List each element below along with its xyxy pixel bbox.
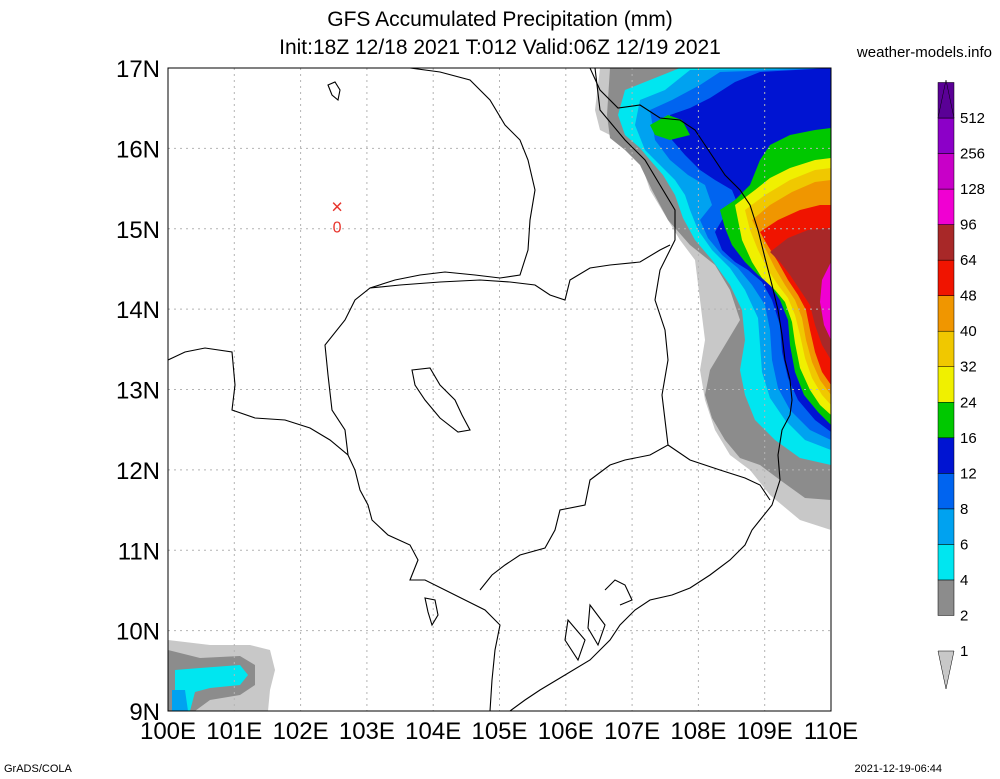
lon-tick-label: 106E: [538, 718, 594, 745]
location-marker-icon: ×: [331, 197, 343, 219]
legend-level-label: 6: [960, 536, 968, 553]
legend-arrow-high: [937, 79, 955, 119]
lon-axis: 100E 101E 102E 103E 104E 105E 106E 107E 108E 109E…: [140, 718, 858, 745]
legend-swatch: [937, 544, 955, 581]
legend-level-label: 1: [960, 643, 968, 660]
lon-tick-label: 100E: [140, 718, 196, 745]
lat-tick-label: 17N: [116, 56, 160, 83]
precip-16mm: [650, 115, 690, 140]
site-label: weather-models.info: [856, 44, 992, 61]
coast-west: [168, 347, 501, 711]
map-subtitle: Init:18Z 12/18 2021 T:012 Valid:06Z 12/1…: [279, 36, 721, 59]
legend-swatch: [937, 259, 955, 296]
legend-swatch: [937, 437, 955, 474]
legend-level-label: 8: [960, 501, 968, 518]
legend-level-label: 96: [960, 217, 977, 234]
lon-tick-label: 110E: [804, 718, 858, 745]
map-title: GFS Accumulated Precipitation (mm): [327, 8, 673, 31]
legend-level-label: 48: [960, 288, 977, 305]
lon-tick-label: 102E: [273, 718, 329, 745]
mekong-delta: [564, 603, 606, 662]
legend-swatch: [937, 188, 955, 225]
legend-level-label: 64: [960, 252, 977, 269]
border-cambodia-north: [369, 244, 671, 301]
legend-level-label: 512: [960, 110, 985, 127]
location-marker-value: 0: [333, 220, 342, 237]
tonle-sap: [411, 367, 471, 433]
precip-96mm: [820, 262, 831, 340]
lon-tick-label: 107E: [604, 718, 660, 745]
legend-arrow-low: [937, 650, 955, 690]
legend-swatch: [937, 579, 955, 616]
legend-level-label: 24: [960, 394, 977, 411]
coast-east: [509, 68, 793, 711]
legend-swatch: [937, 508, 955, 545]
island-north: [327, 81, 341, 102]
legend-level-label: 40: [960, 323, 977, 340]
island-phuquoc: [424, 597, 439, 627]
lon-tick-label: 101E: [206, 718, 262, 745]
legend-level-label: 128: [960, 181, 985, 198]
lon-tick-label: 105E: [471, 718, 527, 745]
precip-fields: [168, 68, 831, 711]
legend-swatch: [937, 224, 955, 261]
legend-level-label: 12: [960, 465, 977, 482]
legend-swatch: [937, 402, 955, 439]
coast-vn-south: [604, 579, 633, 606]
lat-tick-label: 15N: [116, 217, 160, 244]
border-thai-laos: [324, 68, 536, 456]
legend-level-label: 4: [960, 572, 968, 589]
lat-tick-label: 11N: [118, 538, 160, 565]
lat-tick-label: 13N: [116, 378, 160, 405]
lat-tick-label: 12N: [116, 458, 160, 485]
legend-swatch: [937, 330, 955, 367]
legend-level-label: 16: [960, 430, 977, 447]
border-laos-vietnam: [479, 68, 676, 591]
legend-level-label: 256: [960, 146, 985, 163]
legend-swatch: [937, 295, 955, 332]
lon-tick-label: 108E: [670, 718, 726, 745]
legend-swatch: [937, 117, 955, 154]
lon-tick-label: 104E: [405, 718, 461, 745]
lat-tick-label: 16N: [116, 136, 160, 163]
precip-4mm-sw: [175, 665, 248, 711]
coastlines: [168, 68, 793, 711]
software-credit: GrADS/COLA: [4, 763, 72, 775]
legend-level-label: 2: [960, 607, 968, 624]
lat-axis: 9N 10N 11N 12N 13N 14N 15N 16N 17N: [116, 56, 160, 726]
map-frame: [167, 67, 832, 712]
legend-swatch: [937, 153, 955, 190]
lat-tick-label: 10N: [116, 619, 160, 646]
legend-swatch: [937, 473, 955, 510]
lat-tick-label: 14N: [116, 297, 160, 324]
generation-timestamp: 2021-12-19-06:44: [854, 763, 942, 775]
precip-64mm: [770, 228, 831, 360]
lon-tick-label: 103E: [339, 718, 395, 745]
precip-6mm-sw: [172, 690, 188, 711]
legend-level-label: 32: [960, 359, 977, 376]
lon-tick-label: 109E: [737, 718, 793, 745]
legend-swatch: [937, 366, 955, 403]
lat-tick-label: 9N: [129, 699, 160, 726]
border-vn-cambodia-south: [667, 444, 771, 501]
